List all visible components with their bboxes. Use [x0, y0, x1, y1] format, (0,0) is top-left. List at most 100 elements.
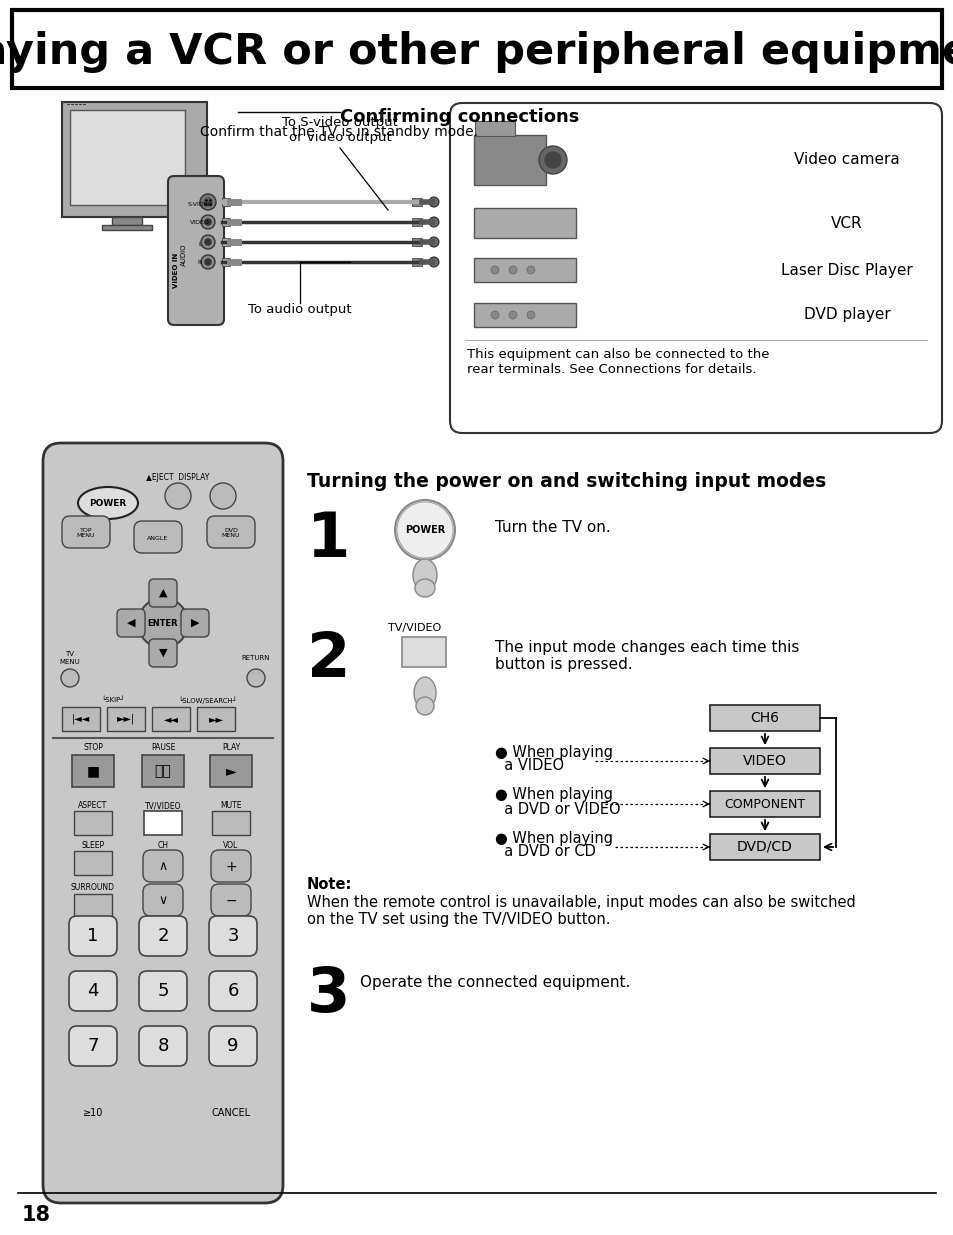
- Text: ◄◄: ◄◄: [163, 714, 178, 724]
- Text: Laser Disc Player: Laser Disc Player: [781, 263, 912, 278]
- Text: VIDEO: VIDEO: [190, 221, 210, 226]
- Circle shape: [200, 194, 215, 210]
- FancyBboxPatch shape: [412, 238, 421, 246]
- Text: −: −: [225, 894, 236, 908]
- Text: ENTER: ENTER: [148, 619, 178, 627]
- Circle shape: [165, 483, 191, 509]
- Circle shape: [538, 146, 566, 174]
- Text: To S-video output
or video output: To S-video output or video output: [282, 116, 397, 144]
- Text: Playing a VCR or other peripheral equipment: Playing a VCR or other peripheral equipm…: [0, 31, 953, 73]
- Text: 3: 3: [227, 927, 238, 945]
- Text: DVD player: DVD player: [802, 308, 889, 322]
- Text: DVD
MENU: DVD MENU: [221, 527, 240, 538]
- FancyBboxPatch shape: [12, 10, 941, 88]
- Text: 6: 6: [227, 982, 238, 1000]
- Text: └SLOW/SEARCH┘: └SLOW/SEARCH┘: [178, 697, 237, 704]
- Ellipse shape: [415, 579, 435, 597]
- FancyBboxPatch shape: [207, 516, 254, 548]
- Circle shape: [210, 483, 235, 509]
- Text: POWER: POWER: [90, 499, 127, 508]
- FancyBboxPatch shape: [709, 834, 820, 860]
- FancyBboxPatch shape: [74, 894, 112, 918]
- Text: ■: ■: [87, 764, 99, 778]
- Text: SLEEP: SLEEP: [81, 841, 105, 851]
- Text: PLAY: PLAY: [222, 743, 240, 752]
- Text: CH: CH: [157, 841, 169, 851]
- Circle shape: [509, 266, 517, 274]
- Text: R: R: [197, 261, 202, 266]
- FancyBboxPatch shape: [211, 884, 251, 916]
- FancyBboxPatch shape: [144, 811, 182, 835]
- Text: Confirming connections: Confirming connections: [339, 107, 578, 126]
- FancyBboxPatch shape: [74, 811, 112, 835]
- FancyBboxPatch shape: [117, 609, 145, 637]
- Text: 7: 7: [87, 1037, 99, 1055]
- FancyBboxPatch shape: [143, 884, 183, 916]
- Text: ►►: ►►: [209, 714, 223, 724]
- Text: AUDIO: AUDIO: [181, 243, 187, 267]
- Text: VIDEO IN: VIDEO IN: [172, 252, 179, 288]
- FancyBboxPatch shape: [102, 225, 152, 230]
- Text: The input mode changes each time this
button is pressed.: The input mode changes each time this bu…: [495, 640, 799, 672]
- FancyBboxPatch shape: [210, 755, 252, 787]
- Circle shape: [396, 501, 453, 558]
- Circle shape: [61, 669, 79, 687]
- FancyBboxPatch shape: [62, 103, 207, 217]
- Circle shape: [395, 500, 455, 559]
- FancyBboxPatch shape: [222, 219, 230, 226]
- Text: ►►|: ►►|: [117, 714, 135, 724]
- Text: MUTE: MUTE: [220, 802, 241, 810]
- Text: This equipment can also be connected to the
rear terminals. See Connections for : This equipment can also be connected to …: [467, 348, 769, 375]
- FancyBboxPatch shape: [709, 705, 820, 731]
- FancyBboxPatch shape: [181, 609, 209, 637]
- Text: VIDEO: VIDEO: [742, 755, 786, 768]
- FancyBboxPatch shape: [69, 971, 117, 1011]
- Text: ∨: ∨: [158, 894, 168, 908]
- FancyBboxPatch shape: [62, 516, 110, 548]
- Circle shape: [544, 152, 560, 168]
- FancyBboxPatch shape: [139, 1026, 187, 1066]
- Text: a VIDEO: a VIDEO: [495, 758, 563, 773]
- FancyBboxPatch shape: [401, 637, 446, 667]
- Text: Turn the TV on.: Turn the TV on.: [495, 520, 610, 535]
- Text: 18: 18: [22, 1205, 51, 1225]
- Text: ▼: ▼: [158, 648, 167, 658]
- FancyBboxPatch shape: [143, 850, 183, 882]
- Text: PAUSE: PAUSE: [151, 743, 175, 752]
- Text: 2: 2: [157, 927, 169, 945]
- Text: TV/VIDEO: TV/VIDEO: [388, 622, 441, 634]
- Ellipse shape: [138, 598, 188, 648]
- FancyBboxPatch shape: [69, 916, 117, 956]
- Ellipse shape: [414, 677, 436, 709]
- Circle shape: [526, 266, 535, 274]
- FancyBboxPatch shape: [222, 258, 230, 266]
- FancyBboxPatch shape: [222, 198, 230, 206]
- Text: 1: 1: [307, 510, 350, 571]
- Text: 9: 9: [227, 1037, 238, 1055]
- FancyBboxPatch shape: [149, 638, 177, 667]
- FancyBboxPatch shape: [74, 851, 112, 876]
- FancyBboxPatch shape: [142, 755, 184, 787]
- FancyBboxPatch shape: [412, 198, 421, 206]
- Text: When the remote control is unavailable, input modes can also be switched
on the : When the remote control is unavailable, …: [307, 895, 855, 927]
- FancyBboxPatch shape: [107, 706, 145, 731]
- FancyBboxPatch shape: [709, 748, 820, 774]
- Circle shape: [526, 311, 535, 319]
- Text: TV
MENU: TV MENU: [59, 652, 80, 664]
- FancyBboxPatch shape: [168, 177, 224, 325]
- Text: STOP: STOP: [83, 743, 103, 752]
- Text: ⎯⎯: ⎯⎯: [154, 764, 172, 778]
- Text: ● When playing: ● When playing: [495, 745, 613, 760]
- FancyBboxPatch shape: [69, 1026, 117, 1066]
- Text: |◄◄: |◄◄: [71, 714, 90, 724]
- Circle shape: [201, 235, 214, 249]
- FancyBboxPatch shape: [139, 971, 187, 1011]
- Text: └SKIP┘: └SKIP┘: [101, 697, 125, 703]
- Text: DVD/CD: DVD/CD: [737, 840, 792, 853]
- Circle shape: [491, 266, 498, 274]
- FancyBboxPatch shape: [112, 217, 142, 225]
- Circle shape: [509, 311, 517, 319]
- FancyBboxPatch shape: [149, 579, 177, 606]
- FancyBboxPatch shape: [209, 916, 256, 956]
- Circle shape: [201, 215, 214, 228]
